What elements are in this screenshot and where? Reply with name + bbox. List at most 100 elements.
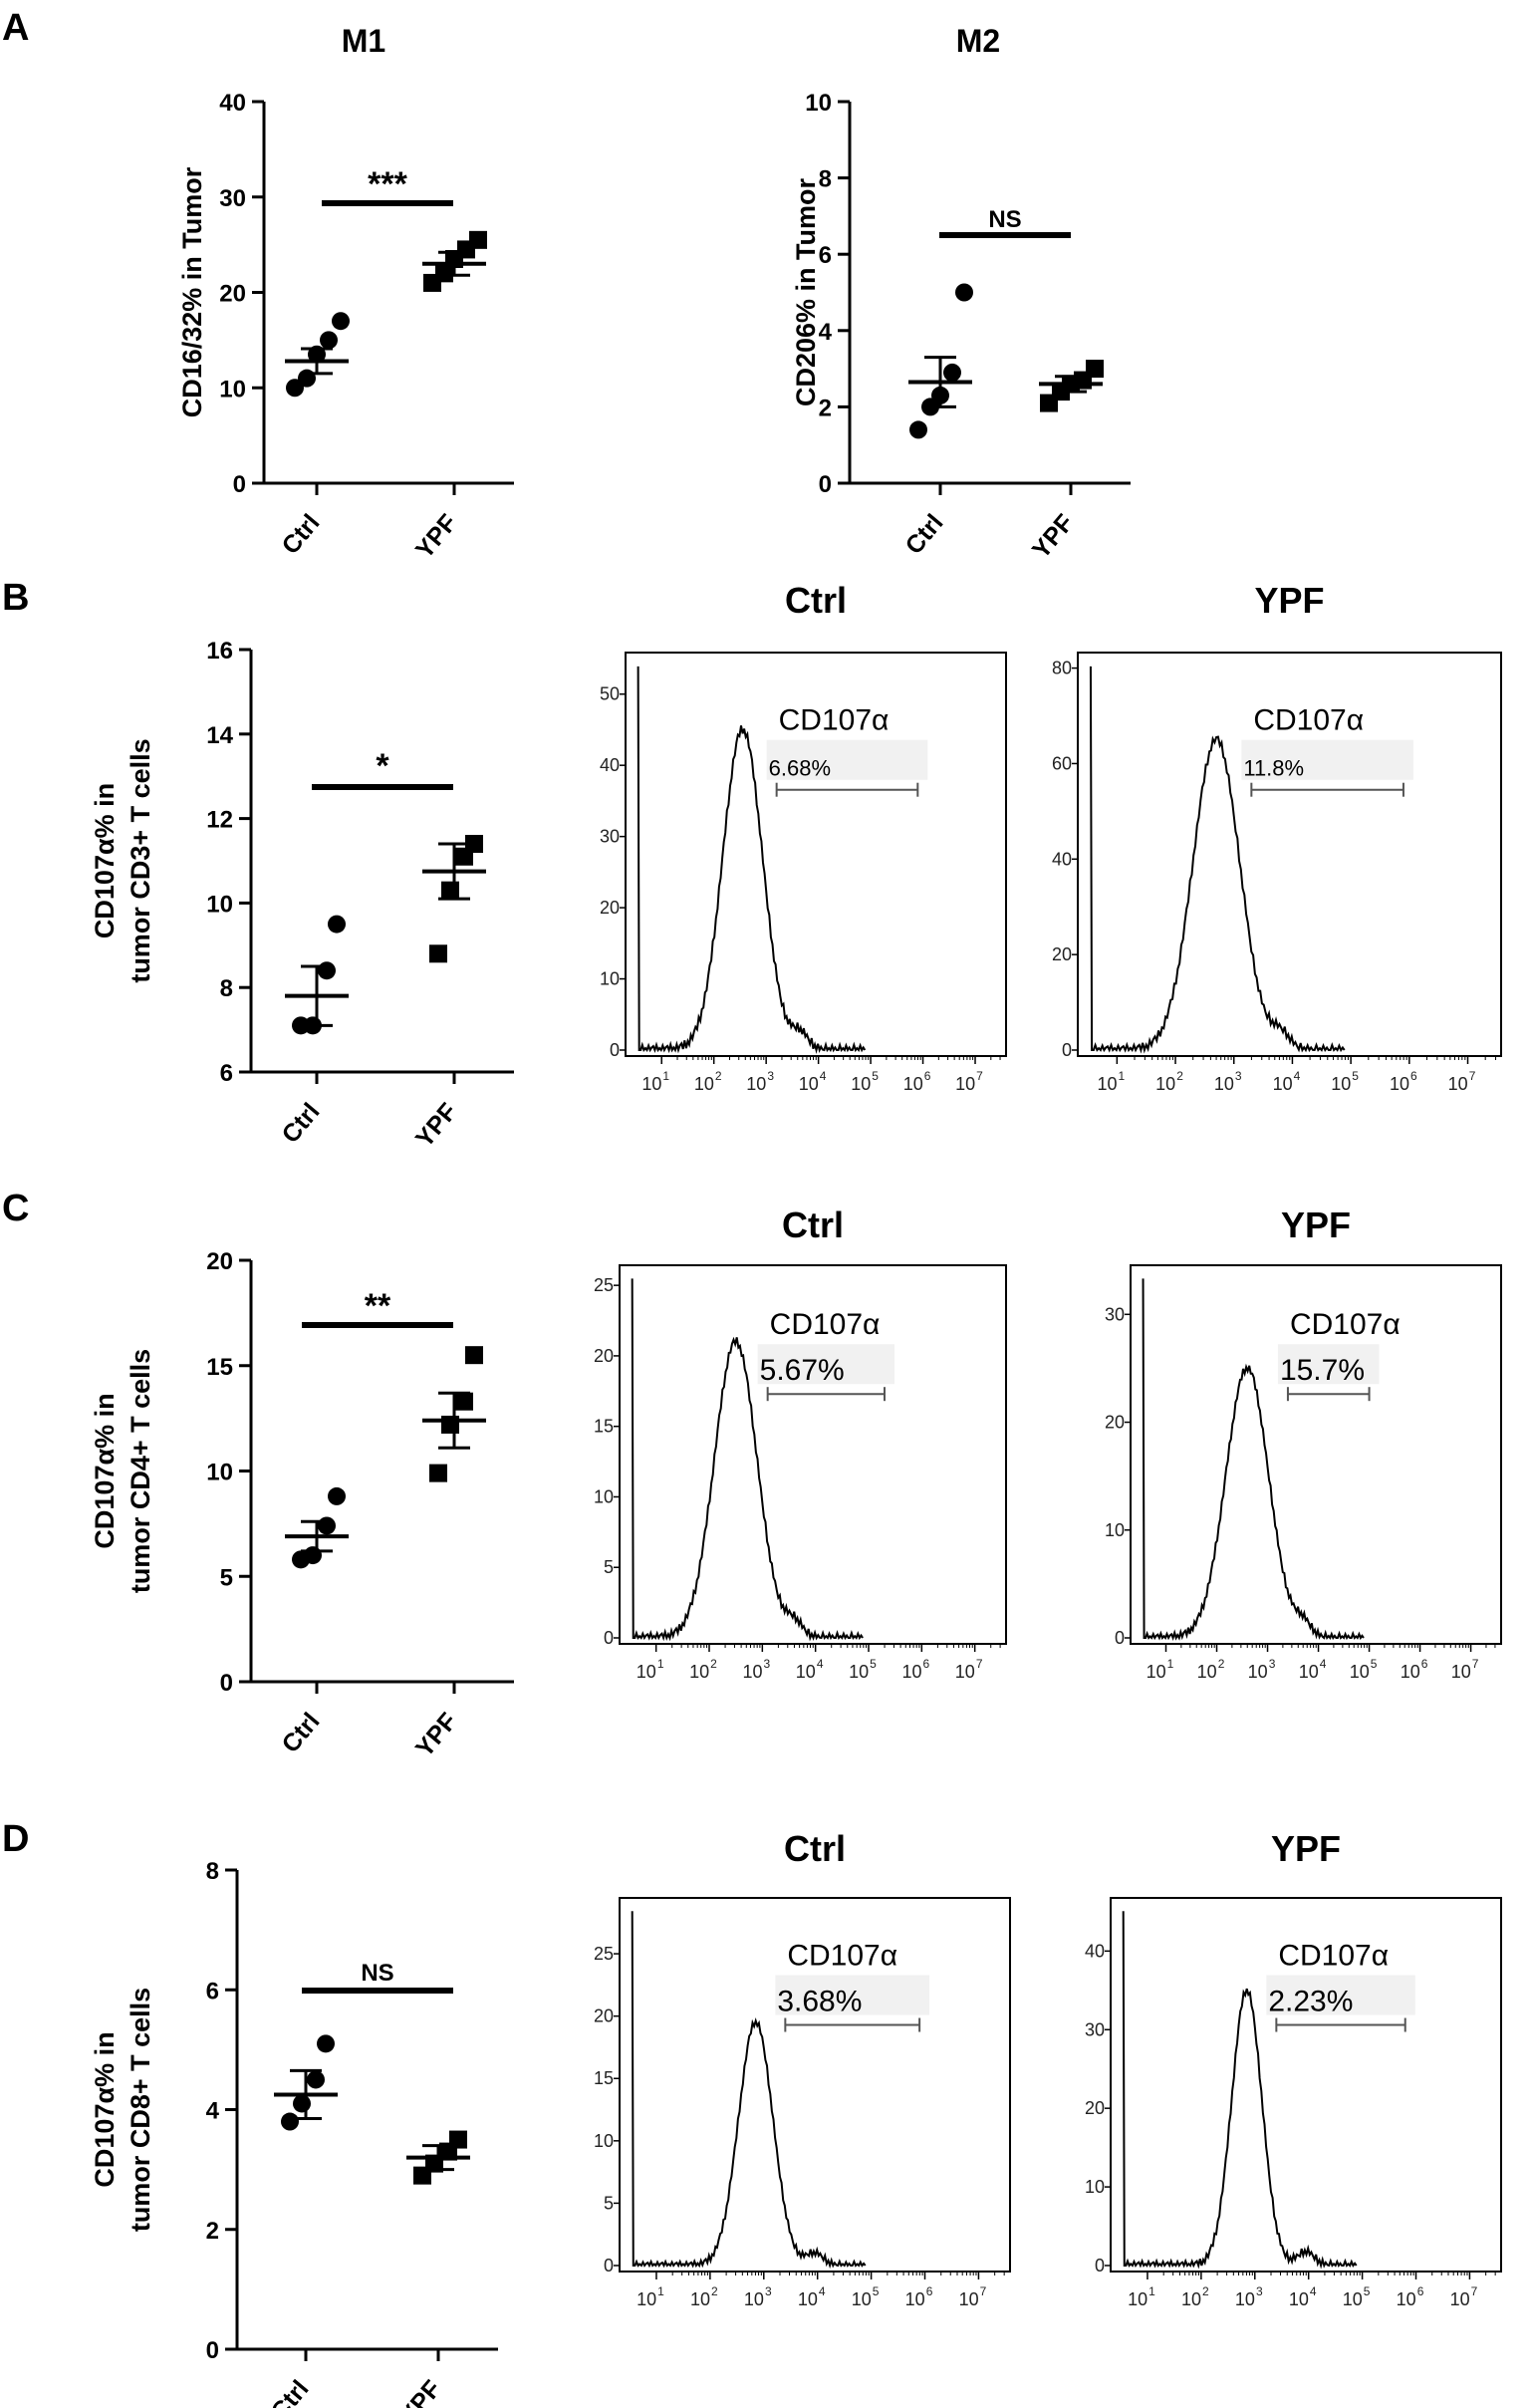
dot-plot-A-M2: 0 2 4 6 8 10 Ctrl YPF M2 CD206% in Tumor NS bbox=[791, 23, 1131, 564]
data-point bbox=[328, 1486, 346, 1505]
x-tick-label: Ctrl bbox=[276, 509, 325, 560]
y-tick-label: 0 bbox=[819, 471, 832, 498]
y-tick-label: 40 bbox=[1085, 1941, 1105, 1961]
y-tick-label: 8 bbox=[819, 166, 832, 193]
data-point bbox=[293, 2094, 311, 2113]
y-tick-label: 0 bbox=[1062, 1040, 1072, 1060]
y-tick-label: 40 bbox=[219, 90, 246, 117]
y-tick-label: 20 bbox=[1085, 2098, 1105, 2118]
y-tick-label: 6 bbox=[819, 242, 832, 269]
chart-title: M2 bbox=[956, 23, 1000, 59]
panel-letter-A: A bbox=[2, 7, 29, 49]
gate-shade bbox=[775, 1975, 930, 2015]
y-tick-label: 50 bbox=[600, 684, 620, 704]
y-tick-label: 10 bbox=[1085, 2177, 1105, 2197]
data-point bbox=[943, 363, 961, 382]
gate-shade bbox=[1241, 739, 1413, 780]
y-tick-label: 20 bbox=[1052, 944, 1072, 964]
histogram-curve bbox=[631, 1911, 867, 2270]
x-tick-label: 103 bbox=[1214, 1069, 1242, 1094]
y-tick-label: 4 bbox=[819, 319, 833, 346]
panel-letter-C: C bbox=[2, 1188, 29, 1229]
y-tick-label: 15 bbox=[594, 1417, 614, 1437]
data-point bbox=[465, 1346, 483, 1365]
histogram-D-YPF: YPF 0 10 20 30 40 101 102 103 104 105 106 107 CD107α 2… bbox=[1085, 1828, 1502, 2309]
histogram-title: Ctrl bbox=[785, 580, 847, 621]
y-tick-label: 40 bbox=[1052, 849, 1072, 869]
x-tick-label: 106 bbox=[1401, 1657, 1428, 1682]
x-tick-label: YPF bbox=[394, 2375, 447, 2408]
x-tick-label: YPF bbox=[1027, 509, 1080, 564]
y-axis-label: tumor CD4+ T cells bbox=[126, 1349, 155, 1593]
y-tick-label: 40 bbox=[600, 755, 620, 775]
histogram-title: Ctrl bbox=[782, 1204, 844, 1245]
histogram-C-Ctrl: Ctrl 0 5 10 15 20 25 101 102 103 104 105 106 107 CD107… bbox=[594, 1204, 1007, 1682]
significance-label: ** bbox=[365, 1287, 391, 1325]
data-point bbox=[455, 1392, 473, 1411]
y-tick-label: 20 bbox=[1105, 1413, 1125, 1433]
data-point bbox=[449, 2130, 467, 2149]
x-tick-label: Ctrl bbox=[276, 1708, 325, 1758]
y-tick-label: 20 bbox=[594, 2007, 614, 2026]
data-point bbox=[317, 2034, 335, 2053]
y-tick-label: 10 bbox=[206, 891, 233, 918]
histogram-D-Ctrl: Ctrl 0 5 10 15 20 25 101 102 103 104 105 106 107 CD107… bbox=[594, 1828, 1011, 2309]
y-tick-label: 2 bbox=[206, 2218, 219, 2245]
y-tick-label: 12 bbox=[206, 807, 233, 834]
x-tick-label: 106 bbox=[905, 2284, 933, 2309]
x-tick-label: 105 bbox=[1331, 1069, 1359, 1094]
x-tick-label: Ctrl bbox=[265, 2375, 314, 2408]
data-point bbox=[307, 2070, 325, 2089]
x-tick-label: 101 bbox=[1097, 1069, 1125, 1094]
histogram-curve bbox=[1142, 1278, 1365, 1641]
y-tick-label: 25 bbox=[594, 1275, 614, 1295]
y-tick-label: 0 bbox=[604, 2256, 614, 2275]
x-tick-label: 103 bbox=[1248, 1657, 1276, 1682]
data-point bbox=[328, 915, 346, 934]
y-tick-label: 0 bbox=[1115, 1628, 1125, 1648]
y-tick-label: 20 bbox=[206, 1248, 233, 1275]
y-axis-label: CD107α% in bbox=[90, 1393, 120, 1548]
data-point bbox=[469, 230, 487, 249]
y-tick-label: 0 bbox=[604, 1628, 614, 1648]
histogram-title: YPF bbox=[1281, 1204, 1351, 1245]
y-tick-label: 6 bbox=[206, 1978, 219, 2005]
y-tick-label: 80 bbox=[1052, 659, 1072, 678]
gate-shade bbox=[766, 739, 928, 780]
data-point bbox=[441, 881, 459, 900]
data-point bbox=[298, 369, 316, 388]
histogram-curve bbox=[1089, 666, 1346, 1054]
y-tick-label: 16 bbox=[206, 638, 233, 665]
data-point bbox=[1086, 360, 1104, 379]
x-tick-label: 103 bbox=[746, 1069, 774, 1094]
y-axis-label: tumor CD3+ T cells bbox=[126, 738, 155, 982]
x-tick-label: YPF bbox=[410, 1708, 463, 1762]
x-tick-label: 105 bbox=[1343, 2284, 1371, 2309]
x-tick-label: 103 bbox=[742, 1657, 770, 1682]
y-axis-label: tumor CD8+ T cells bbox=[126, 1988, 155, 2232]
dot-plot-C-dot: 0 5 10 15 20 Ctrl YPF CD107α% in tumor CD4+ T ce… bbox=[90, 1248, 514, 1762]
y-tick-label: 5 bbox=[604, 1557, 614, 1577]
y-tick-label: 10 bbox=[206, 1460, 233, 1486]
y-tick-label: 10 bbox=[219, 376, 246, 402]
x-tick-label: 107 bbox=[1450, 2284, 1478, 2309]
x-tick-label: 103 bbox=[1235, 2284, 1263, 2309]
data-point bbox=[318, 1516, 336, 1535]
y-axis-label: CD107α% in bbox=[90, 2031, 120, 2187]
histogram-title: Ctrl bbox=[784, 1828, 846, 1869]
y-tick-label: 15 bbox=[206, 1354, 233, 1381]
x-tick-label: 106 bbox=[901, 1657, 929, 1682]
x-tick-label: 107 bbox=[1451, 1657, 1479, 1682]
data-point bbox=[286, 379, 304, 398]
y-tick-label: 15 bbox=[594, 2068, 614, 2088]
significance-label: NS bbox=[361, 1960, 393, 1987]
x-tick-label: 106 bbox=[1390, 1069, 1417, 1094]
x-tick-label: 106 bbox=[1397, 2284, 1424, 2309]
x-tick-label: 102 bbox=[1155, 1069, 1183, 1094]
x-tick-label: YPF bbox=[410, 509, 463, 564]
dot-plot-D-dot: 0 2 4 6 8 Ctrl YPF CD107α% in tumor CD8+ T cells… bbox=[90, 1858, 498, 2408]
y-tick-label: 30 bbox=[1105, 1304, 1125, 1324]
